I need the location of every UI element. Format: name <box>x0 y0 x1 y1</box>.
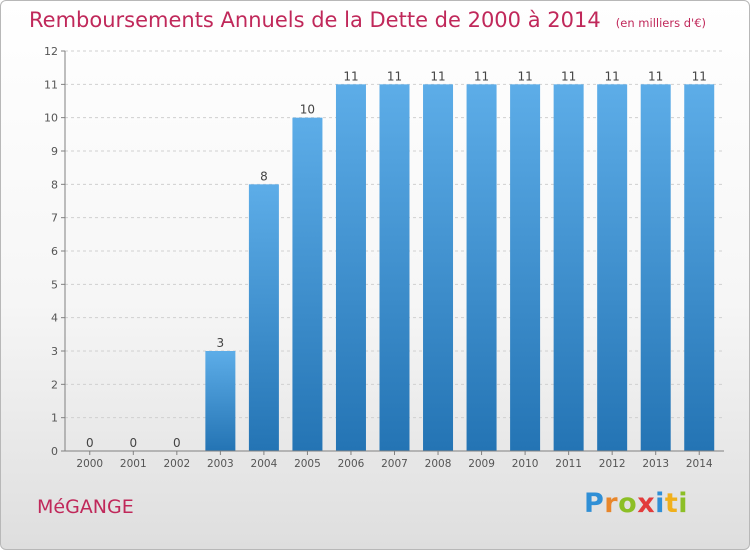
x-tick-label: 2003 <box>207 458 234 470</box>
y-tick-label: 7 <box>51 212 58 225</box>
data-label-2006: 11 <box>343 69 358 83</box>
x-tick-label: 2011 <box>555 458 582 470</box>
bar-2012 <box>597 84 628 451</box>
y-tick-label: 6 <box>51 245 58 258</box>
data-label-2010: 11 <box>517 69 532 83</box>
chart-subtitle: (en milliers d'€) <box>615 16 706 30</box>
data-label-2002: 0 <box>173 436 181 450</box>
data-label-2001: 0 <box>129 436 137 450</box>
x-tick-label: 2002 <box>163 458 190 470</box>
data-label-2008: 11 <box>430 69 445 83</box>
x-tick-label: 2004 <box>251 458 278 470</box>
data-label-2012: 11 <box>605 69 620 83</box>
data-labels: 0 0 0 3 8 10 11 11 11 11 11 11 11 11 11 <box>86 69 707 450</box>
data-label-2003: 3 <box>217 336 225 350</box>
y-tick-label: 8 <box>51 178 58 191</box>
data-label-2004: 8 <box>260 169 268 183</box>
bar-2003 <box>205 351 236 451</box>
bar-2007 <box>379 84 410 451</box>
logo-letter: i <box>655 488 665 519</box>
y-tick-label: 4 <box>51 312 58 325</box>
bar-2011 <box>553 84 584 451</box>
y-tick-label: 12 <box>44 45 58 58</box>
y-tick-label: 1 <box>51 412 58 425</box>
bar-2013 <box>640 84 671 451</box>
x-tick-label: 2007 <box>381 458 408 470</box>
y-tick-label: 0 <box>51 445 58 458</box>
data-label-2011: 11 <box>561 69 576 83</box>
y-tick-label: 5 <box>51 278 58 291</box>
proxiti-logo: Proxiti <box>584 488 688 519</box>
x-tick-label: 2013 <box>642 458 669 470</box>
chart-title-row: Remboursements Annuels de la Dette de 20… <box>29 8 706 32</box>
bar-2014 <box>684 84 715 451</box>
x-tick-label: 2006 <box>338 458 365 470</box>
x-tick-label: 2001 <box>120 458 147 470</box>
logo-letter: x <box>637 488 656 519</box>
data-label-2000: 0 <box>86 436 94 450</box>
x-tick-label: 2005 <box>294 458 321 470</box>
x-tick-label: 2012 <box>599 458 626 470</box>
commune-name: MéGANGE <box>37 496 134 518</box>
bar-2004 <box>248 184 279 452</box>
bars <box>205 84 715 452</box>
x-tick-label: 2014 <box>686 458 713 470</box>
bar-2005 <box>292 117 323 452</box>
y-tick-label: 2 <box>51 378 58 391</box>
bar-2006 <box>335 84 366 451</box>
data-label-2007: 11 <box>387 69 402 83</box>
data-label-2009: 11 <box>474 69 489 83</box>
data-label-2014: 11 <box>692 69 707 83</box>
logo-letter: i <box>678 488 689 519</box>
logo-letter: r <box>604 488 619 519</box>
x-tick-label: 2008 <box>425 458 452 470</box>
logo-letter: t <box>664 488 679 519</box>
bar-2010 <box>510 84 541 451</box>
y-tick-label: 9 <box>51 145 58 158</box>
y-tick-label: 3 <box>51 345 58 358</box>
x-axis-ticks: 2000 2001 2002 2003 2004 2005 2006 2007 2008 2009… <box>76 451 713 470</box>
bar-2009 <box>466 84 497 451</box>
logo-letter: P <box>584 488 605 519</box>
data-label-2013: 11 <box>648 69 663 83</box>
bar-2008 <box>423 84 454 451</box>
x-tick-label: 2009 <box>468 458 495 470</box>
x-tick-label: 2000 <box>76 458 103 470</box>
chart-title: Remboursements Annuels de la Dette de 20… <box>29 8 601 32</box>
y-tick-label: 11 <box>44 78 58 91</box>
y-tick-label: 10 <box>44 112 58 125</box>
logo-letter: o <box>618 488 638 519</box>
data-label-2005: 10 <box>300 103 315 117</box>
x-tick-label: 2010 <box>512 458 539 470</box>
axes <box>64 51 724 452</box>
